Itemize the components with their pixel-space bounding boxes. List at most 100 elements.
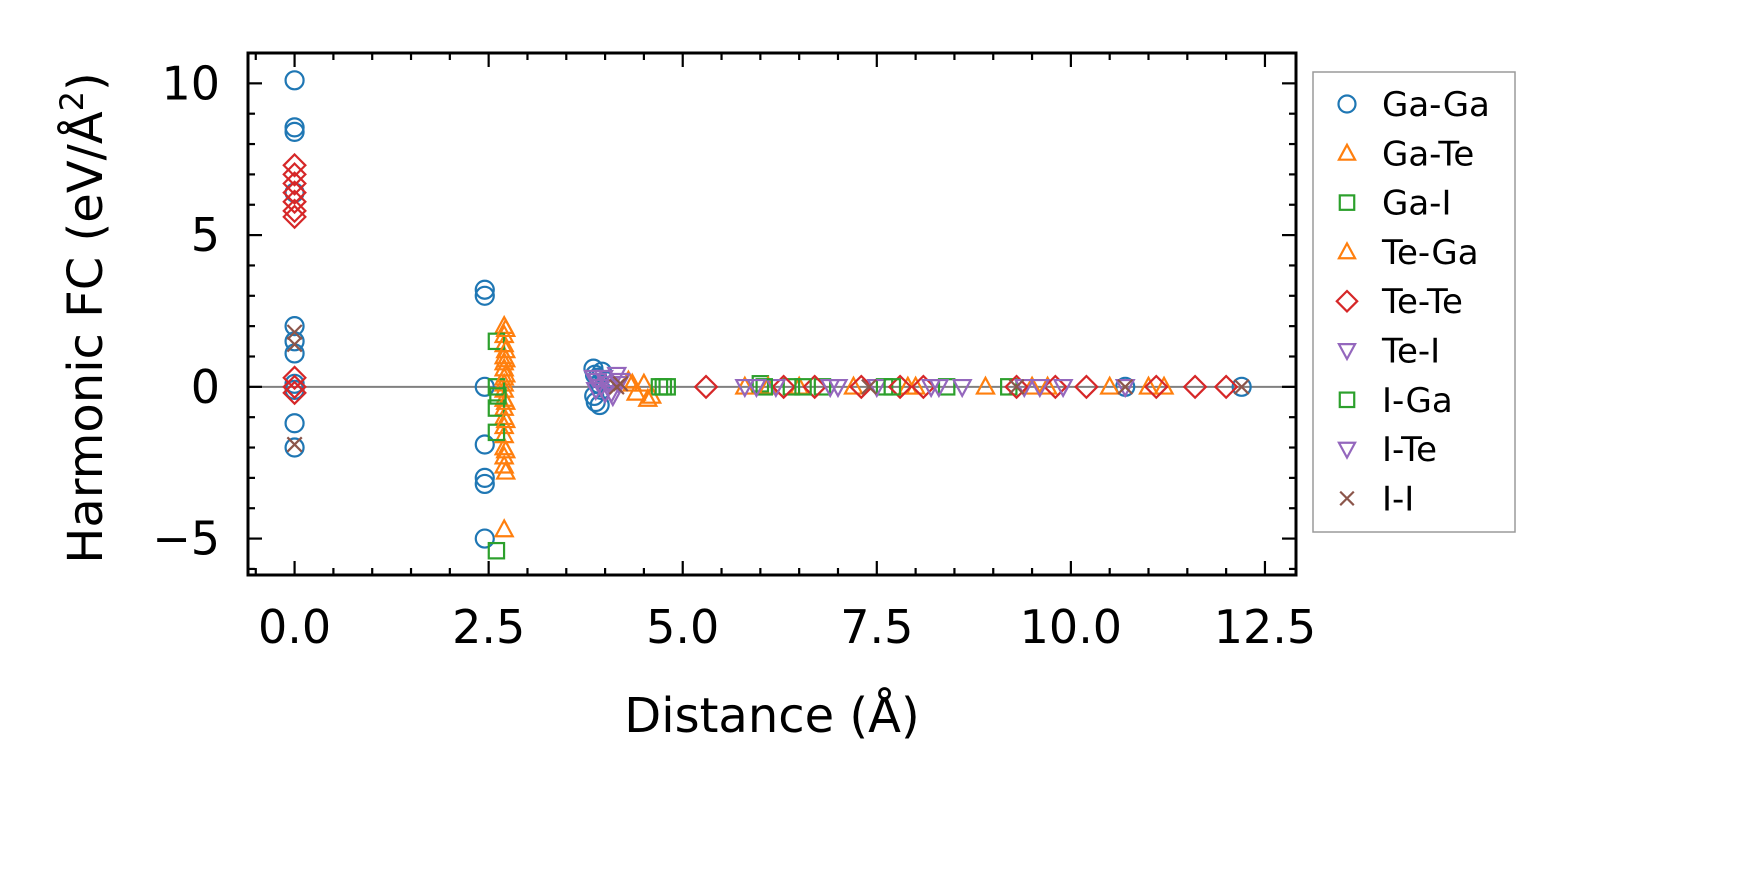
data-point	[284, 182, 305, 203]
data-point	[282, 380, 307, 406]
data-point	[589, 394, 610, 416]
y-axis-label-tail: )	[58, 72, 114, 91]
data-point	[1153, 375, 1175, 395]
y-tick-label: 0	[191, 360, 220, 414]
data-point	[1138, 375, 1159, 395]
data-point	[282, 180, 307, 205]
data-point	[487, 378, 506, 396]
data-point	[612, 375, 629, 392]
x-tick-label: 0.0	[258, 600, 331, 654]
data-point	[951, 378, 973, 399]
data-point	[495, 390, 517, 410]
data-point	[1004, 374, 1029, 400]
data-point	[637, 387, 659, 407]
data-point	[887, 374, 913, 400]
data-point	[487, 332, 506, 351]
data-point	[600, 385, 622, 405]
legend-marker	[1337, 241, 1357, 260]
data-point	[1231, 376, 1252, 397]
data-point	[782, 378, 801, 396]
y-axis-label-sup: 2	[53, 91, 91, 111]
data-point	[1021, 375, 1043, 395]
data-point	[282, 162, 307, 187]
data-point	[489, 387, 507, 405]
data-point	[474, 473, 495, 495]
data-point	[284, 413, 305, 434]
legend-marker	[1335, 289, 1359, 313]
data-point	[282, 365, 307, 391]
data-point	[1042, 374, 1068, 400]
data-point	[1008, 378, 1025, 395]
data-point	[1233, 378, 1250, 395]
series-i-i	[286, 324, 1250, 453]
series-te-ga	[495, 317, 1159, 480]
legend-label: Te-Te	[1381, 282, 1463, 322]
y-axis-label-main: Harmonic FC (eV/Å	[57, 111, 114, 564]
data-point	[282, 374, 307, 400]
data-point	[1052, 378, 1074, 399]
y-tick-label: 10	[161, 56, 220, 110]
x-tick-label: 12.5	[1214, 600, 1316, 654]
data-point	[625, 381, 647, 401]
data-point	[282, 152, 307, 178]
legend-label: Ga-Ga	[1382, 85, 1490, 125]
data-point	[1074, 374, 1099, 400]
data-point	[474, 279, 495, 300]
data-point	[1029, 378, 1051, 399]
data-point	[1099, 375, 1121, 395]
data-point	[583, 369, 604, 390]
data-point	[827, 378, 849, 399]
data-point	[493, 518, 515, 538]
data-point	[282, 204, 307, 230]
data-point	[474, 285, 495, 306]
series-te-te	[282, 152, 1239, 406]
data-point	[284, 70, 305, 91]
x-tick-label: 5.0	[646, 600, 719, 654]
data-point	[861, 378, 878, 395]
series-i-te	[585, 369, 1035, 405]
legend-label: I-I	[1382, 479, 1414, 519]
data-point	[633, 372, 655, 392]
data-point	[1013, 378, 1035, 399]
data-point	[282, 198, 307, 224]
data-point	[495, 317, 517, 338]
legend-item: I-I	[1339, 479, 1414, 519]
data-point	[282, 189, 307, 215]
data-point	[284, 437, 305, 458]
data-point	[284, 121, 305, 143]
legend: Ga-Ga Ga-Te Ga-I Te-Ga Te-Te Te-I I-Ga I-Te I-I	[1312, 71, 1516, 533]
data-point	[693, 374, 719, 400]
y-tick-label: −5	[152, 512, 220, 566]
data-point	[585, 382, 607, 402]
data-point	[794, 378, 812, 396]
data-point	[1213, 374, 1239, 400]
data-point	[495, 339, 517, 359]
data-point	[487, 541, 506, 560]
legend-item: Te-Ga	[1337, 233, 1479, 273]
data-point	[1037, 375, 1058, 395]
legend-label: Ga-Te	[1382, 134, 1474, 174]
legend-item: Te-Te	[1335, 282, 1463, 322]
data-point	[866, 378, 888, 399]
data-point	[746, 378, 767, 399]
data-point	[493, 454, 515, 474]
legend-item: Ga-Te	[1337, 134, 1474, 174]
data-point	[474, 467, 495, 488]
legend-label: Te-Ga	[1381, 233, 1479, 273]
y-tick-label: 5	[191, 208, 220, 262]
legend-item: Ga-I	[1338, 184, 1451, 224]
data-point	[487, 423, 506, 442]
data-point	[654, 378, 673, 396]
legend-item: Ga-Ga	[1337, 85, 1490, 125]
legend-marker	[1337, 94, 1357, 114]
data-point	[848, 374, 874, 400]
data-point	[843, 375, 864, 395]
data-point	[495, 408, 517, 429]
data-point	[621, 372, 643, 392]
data-point	[284, 316, 305, 337]
legend-label: Te-I	[1381, 332, 1440, 372]
data-point	[593, 369, 614, 390]
data-point	[474, 528, 495, 549]
data-point	[474, 376, 495, 397]
